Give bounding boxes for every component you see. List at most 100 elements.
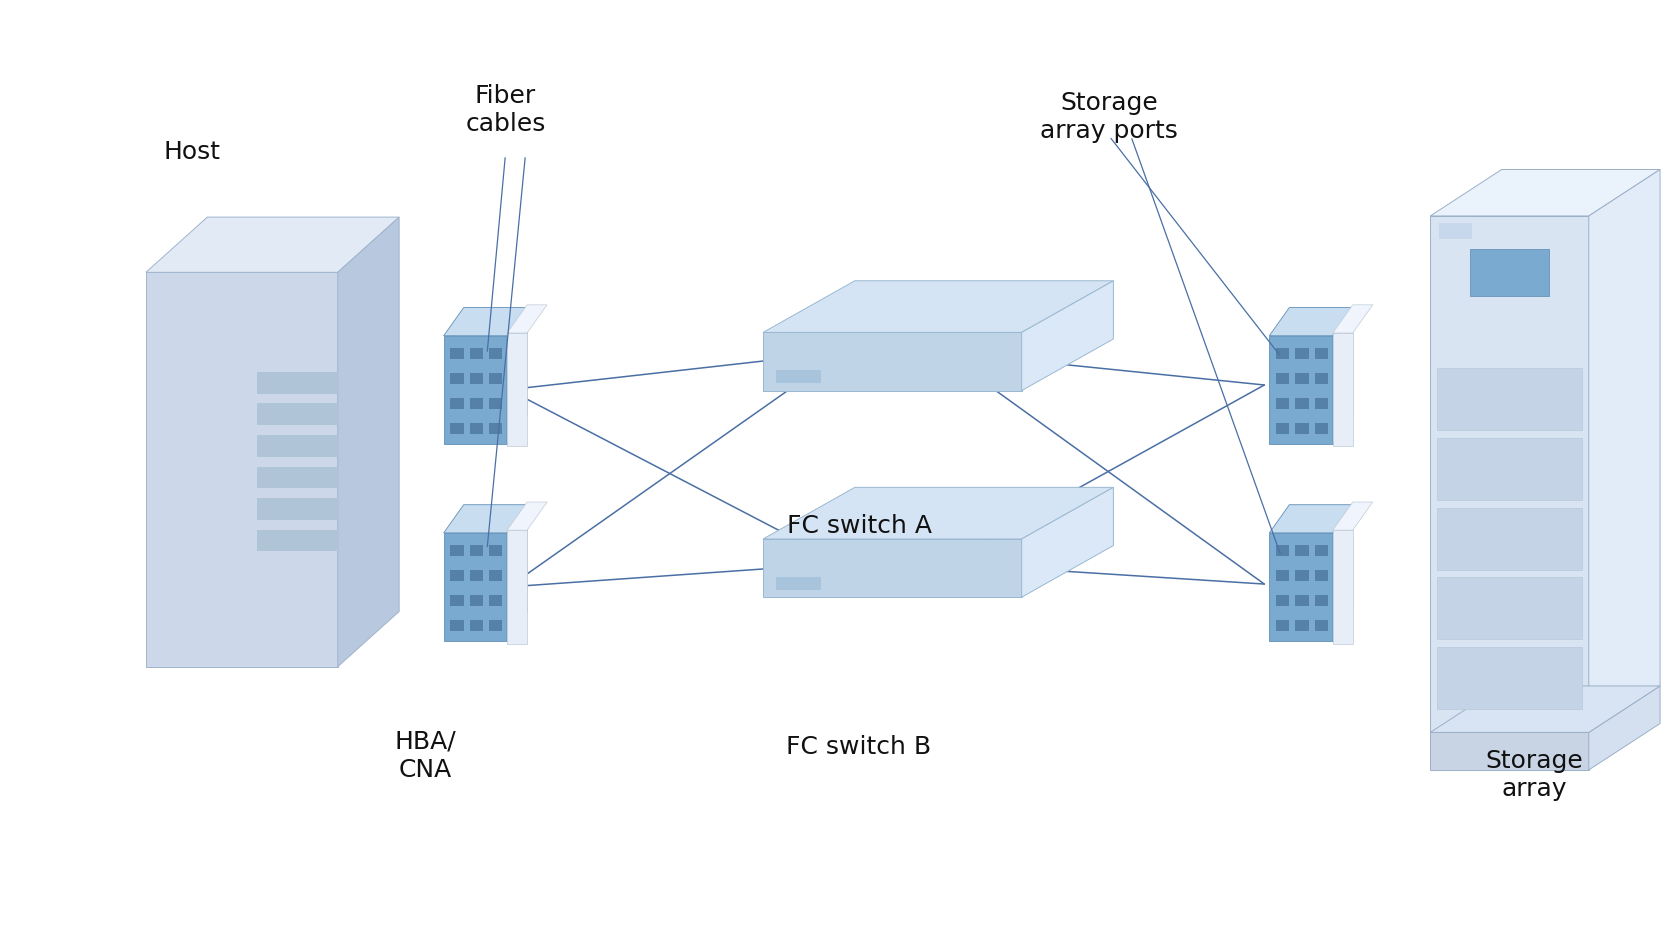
Polygon shape <box>1436 507 1581 569</box>
Polygon shape <box>257 404 337 425</box>
Polygon shape <box>489 570 502 581</box>
Polygon shape <box>1314 373 1328 384</box>
Polygon shape <box>1333 502 1373 531</box>
Polygon shape <box>1333 504 1353 640</box>
Polygon shape <box>489 423 502 434</box>
Polygon shape <box>1431 685 1660 732</box>
Polygon shape <box>337 217 399 667</box>
Polygon shape <box>444 308 527 335</box>
Polygon shape <box>470 545 484 556</box>
Polygon shape <box>1588 685 1660 770</box>
Polygon shape <box>489 595 502 607</box>
Polygon shape <box>470 373 484 384</box>
Polygon shape <box>145 217 399 272</box>
Polygon shape <box>470 423 484 434</box>
Polygon shape <box>1276 545 1289 556</box>
Polygon shape <box>1436 647 1581 709</box>
Polygon shape <box>1314 595 1328 607</box>
Polygon shape <box>257 467 337 488</box>
Polygon shape <box>1333 305 1373 333</box>
Polygon shape <box>1296 423 1309 434</box>
Polygon shape <box>257 530 337 551</box>
Polygon shape <box>1276 398 1289 409</box>
Polygon shape <box>507 504 527 640</box>
Polygon shape <box>777 577 822 590</box>
Text: Storage
array ports: Storage array ports <box>1041 91 1178 144</box>
Polygon shape <box>507 333 527 446</box>
Polygon shape <box>450 620 464 631</box>
Polygon shape <box>1276 595 1289 607</box>
Polygon shape <box>1269 308 1353 335</box>
Polygon shape <box>1276 347 1289 359</box>
Polygon shape <box>470 398 484 409</box>
Polygon shape <box>450 423 464 434</box>
Polygon shape <box>1314 398 1328 409</box>
Polygon shape <box>1333 333 1353 446</box>
Polygon shape <box>489 545 502 556</box>
Text: FC switch B: FC switch B <box>786 734 932 759</box>
Polygon shape <box>762 332 1021 391</box>
Polygon shape <box>1333 531 1353 643</box>
Polygon shape <box>1436 577 1581 639</box>
Polygon shape <box>507 502 547 531</box>
Polygon shape <box>1296 545 1309 556</box>
Polygon shape <box>1296 570 1309 581</box>
Polygon shape <box>507 308 527 443</box>
Polygon shape <box>450 347 464 359</box>
Polygon shape <box>1431 216 1588 732</box>
Polygon shape <box>470 347 484 359</box>
Polygon shape <box>444 504 527 532</box>
Polygon shape <box>1436 438 1581 500</box>
Polygon shape <box>762 487 1114 539</box>
Polygon shape <box>1314 347 1328 359</box>
Polygon shape <box>257 498 337 520</box>
Polygon shape <box>762 281 1114 332</box>
Polygon shape <box>1276 423 1289 434</box>
Polygon shape <box>1436 368 1581 430</box>
Polygon shape <box>450 595 464 607</box>
Polygon shape <box>444 335 507 443</box>
Polygon shape <box>1296 398 1309 409</box>
Polygon shape <box>1021 487 1114 597</box>
Polygon shape <box>1470 249 1550 296</box>
Polygon shape <box>777 370 822 383</box>
Polygon shape <box>1431 732 1588 770</box>
Polygon shape <box>1276 620 1289 631</box>
Polygon shape <box>1314 545 1328 556</box>
Polygon shape <box>1296 620 1309 631</box>
Polygon shape <box>1431 169 1660 216</box>
Polygon shape <box>1314 423 1328 434</box>
Polygon shape <box>507 531 527 643</box>
Polygon shape <box>1296 373 1309 384</box>
Text: Storage
array: Storage array <box>1486 748 1583 801</box>
Polygon shape <box>450 545 464 556</box>
Polygon shape <box>470 570 484 581</box>
Polygon shape <box>1314 620 1328 631</box>
Polygon shape <box>762 539 1021 597</box>
Polygon shape <box>257 435 337 456</box>
Polygon shape <box>450 570 464 581</box>
Polygon shape <box>489 398 502 409</box>
Text: FC switch A: FC switch A <box>787 514 931 538</box>
Polygon shape <box>1296 595 1309 607</box>
Polygon shape <box>1333 308 1353 443</box>
Polygon shape <box>1269 335 1333 443</box>
Polygon shape <box>1438 223 1471 239</box>
Polygon shape <box>470 595 484 607</box>
Polygon shape <box>145 272 337 667</box>
Polygon shape <box>1021 281 1114 391</box>
Polygon shape <box>257 372 337 393</box>
Text: HBA/
CNA: HBA/ CNA <box>395 730 455 782</box>
Polygon shape <box>489 373 502 384</box>
Polygon shape <box>1296 347 1309 359</box>
Text: Fiber
cables: Fiber cables <box>465 85 545 136</box>
Polygon shape <box>470 620 484 631</box>
Polygon shape <box>1269 532 1333 640</box>
Polygon shape <box>489 347 502 359</box>
Polygon shape <box>1276 373 1289 384</box>
Polygon shape <box>450 373 464 384</box>
Polygon shape <box>444 532 507 640</box>
Polygon shape <box>450 398 464 409</box>
Text: Host: Host <box>163 140 220 164</box>
Polygon shape <box>1276 570 1289 581</box>
